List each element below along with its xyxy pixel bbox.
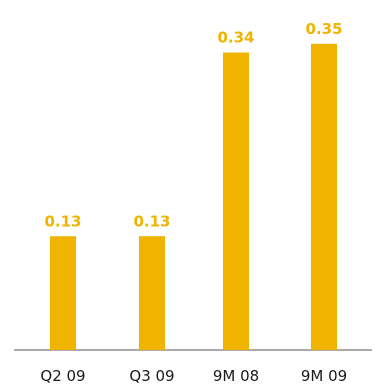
- value-labels-group: 0.13 0.13 0.34 0.35: [44, 20, 342, 231]
- bar-9m-09: [311, 43, 337, 350]
- x-tick-labels-group: Q2 09 Q3 09 9M 08 9M 09: [40, 367, 347, 385]
- x-tick-label-9m-08: 9M 08: [213, 367, 259, 385]
- bar-q3-09: [139, 236, 165, 350]
- value-label-q3-09: 0.13: [133, 212, 170, 230]
- value-label-9m-08: 0.34: [217, 29, 254, 47]
- x-tick-label-9m-09: 9M 09: [301, 367, 347, 385]
- value-label-q2-09: 0.13: [44, 212, 81, 230]
- bars-group: [50, 43, 337, 350]
- bar-q2-09: [50, 236, 76, 350]
- x-tick-label-q3-09: Q3 09: [129, 367, 174, 385]
- bar-9m-08: [223, 52, 249, 350]
- x-tick-label-q2-09: Q2 09: [40, 367, 85, 385]
- value-label-9m-09: 0.35: [305, 20, 342, 38]
